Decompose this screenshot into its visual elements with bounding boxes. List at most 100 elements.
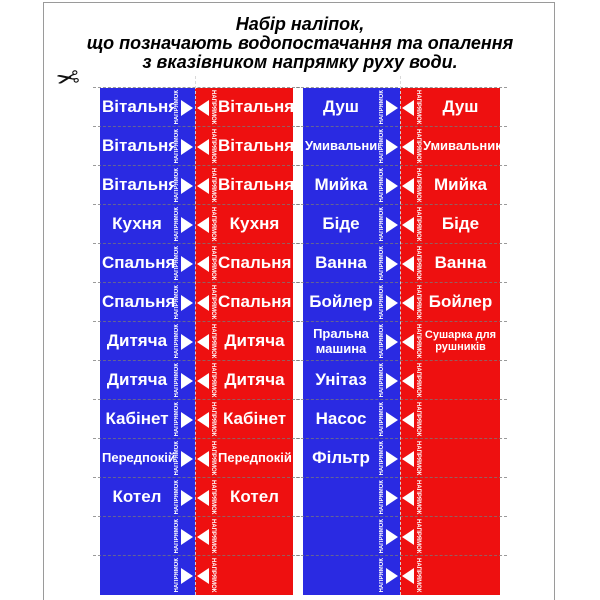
- direction-text: НАПРЯМОК: [210, 90, 216, 125]
- blue-sticker: Унітаз НАПРЯМОК: [303, 361, 400, 400]
- room-label: Умивальник: [423, 139, 500, 154]
- sticker-row: Умивальник НАПРЯМОК НАПРЯМОК Умивальник: [296, 126, 507, 166]
- sticker-row: Котел НАПРЯМОК НАПРЯМОК Котел: [93, 477, 300, 517]
- arrow-left-icon: [197, 528, 209, 545]
- sticker-row: Біде НАПРЯМОК НАПРЯМОК Біде: [296, 204, 507, 244]
- direction-text: НАПРЯМОК: [379, 519, 385, 554]
- arrow-left-icon: [197, 255, 209, 272]
- room-label: Передпокій: [102, 451, 174, 466]
- sticker-row: Ванна НАПРЯМОК НАПРЯМОК Ванна: [296, 243, 507, 283]
- direction-text: НАПРЯМОК: [415, 363, 421, 398]
- room-label: Бойлер: [309, 293, 373, 312]
- blue-sticker: Дитяча НАПРЯМОК: [100, 322, 195, 361]
- room-label: Біде: [441, 215, 480, 234]
- sticker-row: Спальня НАПРЯМОК НАПРЯМОК Спальня: [93, 243, 300, 283]
- room-label: Фільтр: [312, 449, 370, 468]
- red-sticker: НАПРЯМОК Кабінет: [195, 400, 293, 439]
- red-sticker: НАПРЯМОК: [400, 478, 500, 517]
- blue-sticker: Спальня НАПРЯМОК: [100, 283, 195, 322]
- arrow-left-icon: [197, 177, 209, 194]
- red-sticker: НАПРЯМОК Умивальник: [400, 127, 500, 166]
- red-sticker: НАПРЯМОК: [400, 556, 500, 595]
- direction-text: НАПРЯМОК: [174, 480, 180, 515]
- arrow-left-icon: [402, 567, 414, 584]
- red-sticker: НАПРЯМОК Мийка: [400, 166, 500, 205]
- red-sticker: НАПРЯМОК: [195, 556, 293, 595]
- sticker-row: Мийка НАПРЯМОК НАПРЯМОК Мийка: [296, 165, 507, 205]
- blue-sticker: Передпокій НАПРЯМОК: [100, 439, 195, 478]
- arrow-right-icon: [386, 294, 398, 311]
- arrow-left-icon: [197, 138, 209, 155]
- arrow-left-icon: [402, 138, 414, 155]
- direction-text: НАПРЯМОК: [379, 207, 385, 242]
- arrow-right-icon: [386, 216, 398, 233]
- arrow-left-icon: [402, 489, 414, 506]
- arrow-left-icon: [197, 99, 209, 116]
- red-sticker: НАПРЯМОК Спальня: [195, 283, 293, 322]
- arrow-right-icon: [386, 177, 398, 194]
- blue-sticker: Вітальня НАПРЯМОК: [100, 166, 195, 205]
- arrow-right-icon: [386, 489, 398, 506]
- sticker-column-right: Душ НАПРЯМОК НАПРЯМОК Душ Умивальник НАПРЯМОК…: [296, 76, 507, 595]
- sticker-row: Унітаз НАПРЯМОК НАПРЯМОК: [296, 360, 507, 400]
- room-label: Котел: [112, 488, 162, 507]
- blue-sticker: Вітальня НАПРЯМОК: [100, 88, 195, 127]
- direction-text: НАПРЯМОК: [174, 168, 180, 203]
- room-label: Біде: [322, 215, 360, 234]
- direction-text: НАПРЯМОК: [415, 168, 421, 203]
- title-line-3: з вказівником напрямку руху води.: [142, 52, 458, 72]
- room-label: Вітальня: [218, 98, 293, 117]
- room-label: Спальня: [218, 254, 292, 273]
- red-sticker: НАПРЯМОК: [400, 517, 500, 556]
- room-label: Дитяча: [224, 371, 285, 390]
- direction-text: НАПРЯМОК: [379, 558, 385, 593]
- blue-sticker: Кабінет НАПРЯМОК: [100, 400, 195, 439]
- sticker-row: Вітальня НАПРЯМОК НАПРЯМОК Вітальня: [93, 126, 300, 166]
- blue-sticker: Мийка НАПРЯМОК: [303, 166, 400, 205]
- red-sticker: НАПРЯМОК Котел: [195, 478, 293, 517]
- red-sticker: НАПРЯМОК Передпокій: [195, 439, 293, 478]
- arrow-left-icon: [197, 450, 209, 467]
- sticker-row: Насос НАПРЯМОК НАПРЯМОК: [296, 399, 507, 439]
- arrow-right-icon: [181, 255, 193, 272]
- red-sticker: НАПРЯМОК Вітальня: [195, 166, 293, 205]
- arrow-right-icon: [386, 528, 398, 545]
- arrow-right-icon: [181, 450, 193, 467]
- arrow-left-icon: [402, 333, 414, 350]
- direction-text: НАПРЯМОК: [415, 402, 421, 437]
- sticker-row: Кабінет НАПРЯМОК НАПРЯМОК Кабінет: [93, 399, 300, 439]
- blue-sticker: Вітальня НАПРЯМОК: [100, 127, 195, 166]
- direction-text: НАПРЯМОК: [415, 129, 421, 164]
- arrow-right-icon: [181, 216, 193, 233]
- arrow-right-icon: [181, 528, 193, 545]
- room-label: Спальня: [218, 293, 292, 312]
- direction-text: НАПРЯМОК: [210, 129, 216, 164]
- room-label: Душ: [323, 98, 359, 117]
- sticker-row: Вітальня НАПРЯМОК НАПРЯМОК Вітальня: [93, 165, 300, 205]
- direction-text: НАПРЯМОК: [379, 129, 385, 164]
- red-sticker: НАПРЯМОК Дитяча: [195, 322, 293, 361]
- blue-sticker: Фільтр НАПРЯМОК: [303, 439, 400, 478]
- red-sticker: НАПРЯМОК Ванна: [400, 244, 500, 283]
- red-sticker: НАПРЯМОК Душ: [400, 88, 500, 127]
- room-label: Вітальня: [102, 137, 174, 156]
- direction-text: НАПРЯМОК: [174, 90, 180, 125]
- blue-sticker: Біде НАПРЯМОК: [303, 205, 400, 244]
- direction-text: НАПРЯМОК: [379, 246, 385, 281]
- direction-text: НАПРЯМОК: [379, 168, 385, 203]
- sticker-row: НАПРЯМОК НАПРЯМОК: [296, 516, 507, 556]
- direction-text: НАПРЯМОК: [174, 246, 180, 281]
- direction-text: НАПРЯМОК: [415, 285, 421, 320]
- arrow-left-icon: [197, 333, 209, 350]
- room-label: Вітальня: [218, 176, 293, 195]
- room-label: Кабінет: [105, 410, 169, 429]
- room-label: Спальня: [102, 293, 174, 312]
- red-sticker: НАПРЯМОК: [400, 400, 500, 439]
- direction-text: НАПРЯМОК: [210, 207, 216, 242]
- blue-sticker: Дитяча НАПРЯМОК: [100, 361, 195, 400]
- direction-text: НАПРЯМОК: [415, 324, 421, 359]
- red-sticker: НАПРЯМОК Біде: [400, 205, 500, 244]
- room-label: Мийка: [433, 176, 488, 195]
- arrow-left-icon: [197, 372, 209, 389]
